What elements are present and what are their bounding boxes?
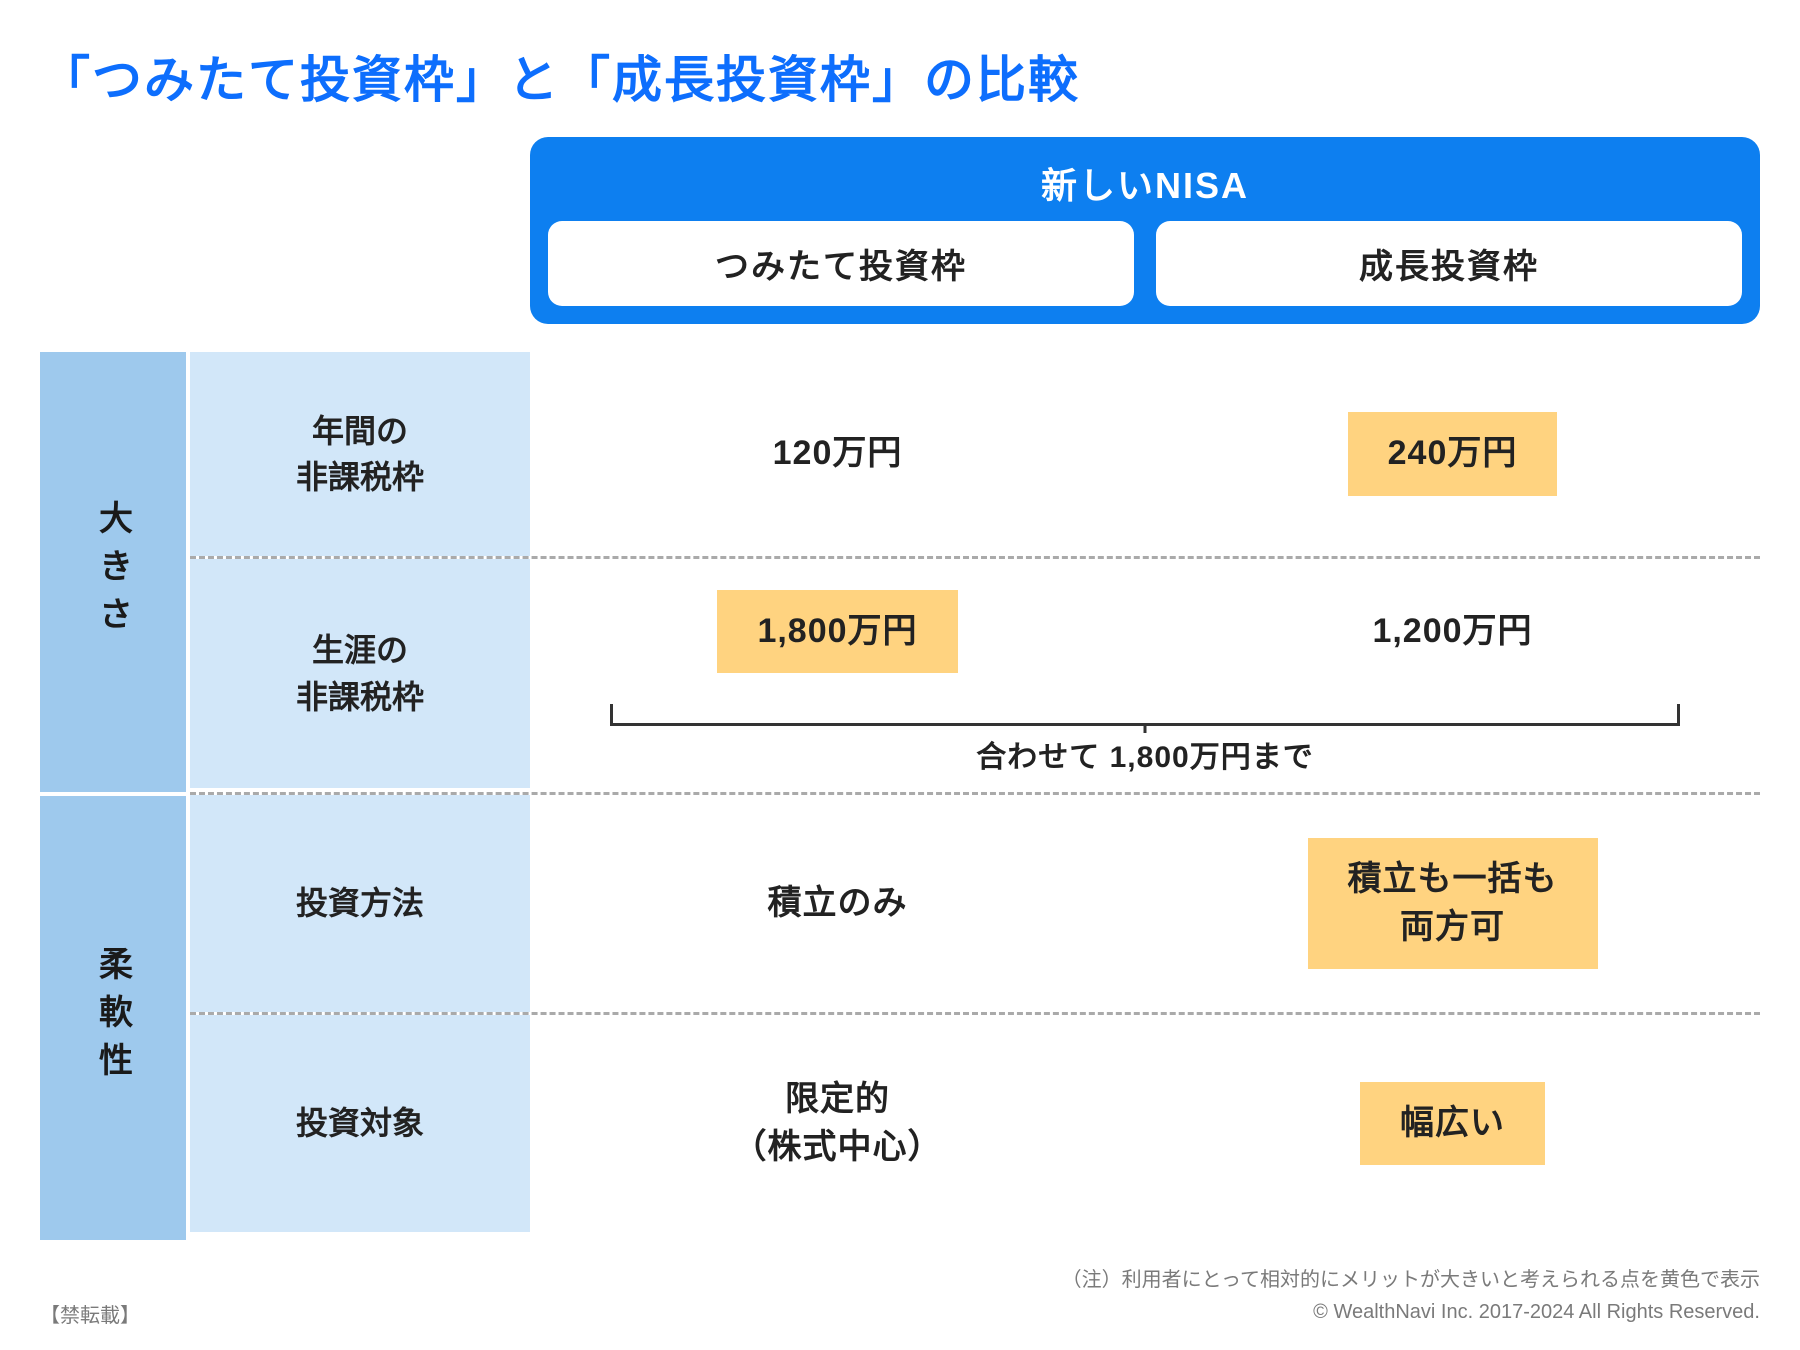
row-label-method: 投資方法 [190, 795, 530, 1012]
body-column: 年間の 非課税枠 120万円 240万円 生涯の 非課税枠 1,800万円 1,… [190, 352, 1760, 1240]
category-size: 大きさ [40, 352, 190, 792]
table-row: 年間の 非課税枠 120万円 240万円 [190, 352, 1760, 556]
table-row: 投資対象 限定的 （株式中心） 幅広い [190, 1012, 1760, 1232]
row-label-annual: 年間の 非課税枠 [190, 352, 530, 556]
footer: 【禁転載】 （注）利用者にとって相対的にメリットが大きいと考えられる点を黄色で表… [40, 1264, 1760, 1328]
cell-r1-tsumitate: 120万円 [530, 352, 1145, 556]
category-flex: 柔軟性 [40, 796, 190, 1240]
combine-note: 合わせて 1,800万円まで [530, 732, 1760, 776]
row-label-lifetime: 生涯の 非課税枠 [190, 559, 530, 788]
cell-r2-tsumitate: 1,800万円 [530, 559, 1145, 704]
cell-r1-growth: 240万円 [1145, 352, 1760, 556]
category-column: 大きさ 柔軟性 [40, 352, 190, 1240]
combine-bracket [610, 704, 1680, 726]
cell-r2-growth: 1,200万円 [1145, 559, 1760, 704]
table-header: 新しいNISA つみたて投資枠 成長投資枠 [530, 137, 1760, 324]
cell-r3-tsumitate: 積立のみ [530, 795, 1145, 1012]
footer-note: （注）利用者にとって相対的にメリットが大きいと考えられる点を黄色で表示 [1062, 1264, 1760, 1296]
row-label-target: 投資対象 [190, 1015, 530, 1232]
footer-left: 【禁転載】 [40, 1299, 140, 1328]
page-title: 「つみたて投資枠」と「成長投資枠」の比較 [40, 40, 1760, 112]
cell-r3-growth: 積立も一括も 両方可 [1145, 795, 1760, 1012]
nisa-label: 新しいNISA [548, 151, 1742, 221]
cell-r4-growth: 幅広い [1145, 1015, 1760, 1232]
cell-r4-tsumitate: 限定的 （株式中心） [530, 1015, 1145, 1232]
col-header-tsumitate: つみたて投資枠 [548, 221, 1134, 306]
comparison-table: 新しいNISA つみたて投資枠 成長投資枠 大きさ 柔軟性 年間の 非課税枠 1… [40, 137, 1760, 1240]
footer-copyright: © WealthNavi Inc. 2017-2024 All Rights R… [1062, 1296, 1760, 1328]
table-row: 投資方法 積立のみ 積立も一括も 両方可 [190, 792, 1760, 1012]
col-header-growth: 成長投資枠 [1156, 221, 1742, 306]
table-row: 生涯の 非課税枠 1,800万円 1,200万円 合わせて 1,800万円まで [190, 556, 1760, 788]
